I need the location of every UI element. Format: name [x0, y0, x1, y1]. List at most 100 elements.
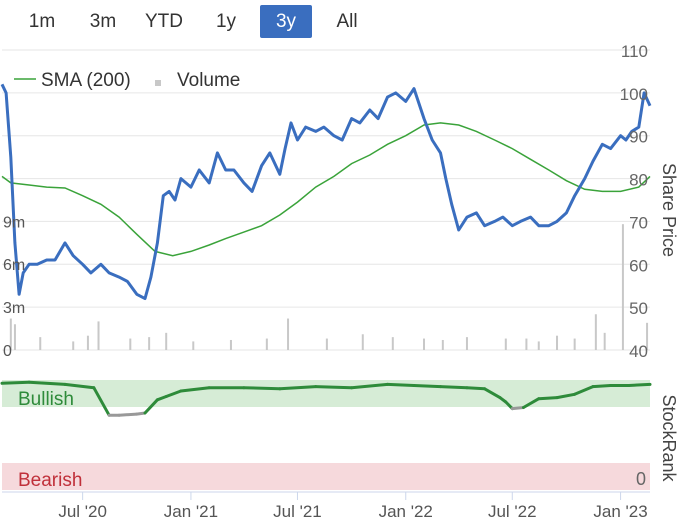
volume-bar [325, 338, 328, 350]
stockrank-segment [164, 389, 183, 398]
volume-bar [86, 335, 89, 350]
volume-bar [148, 337, 151, 350]
bearish-band [2, 463, 650, 490]
volume-legend-label[interactable]: Volume [177, 70, 240, 91]
price-tick-label: 40 [629, 342, 648, 361]
legend: SMA (200) Volume [14, 70, 240, 91]
stockrank-segment [537, 396, 559, 401]
volume-bar [265, 338, 268, 350]
stockrank-segment [314, 385, 354, 390]
stockrank-zero-tick: 0 [636, 469, 646, 489]
stockrank-segment [412, 384, 442, 389]
price-gridlines [2, 49, 650, 351]
bearish-label: Bearish [18, 470, 82, 491]
volume-bar [39, 337, 42, 350]
price-axis-title: Share Price [659, 163, 679, 257]
volume-bar [465, 337, 468, 350]
stockrank-segment [591, 384, 613, 389]
volume-tick-label: 0 [3, 343, 12, 360]
volume-bar [525, 338, 528, 350]
volume-tick-label: 6m [3, 257, 25, 274]
volume-bar [9, 318, 12, 350]
stockrank-line [0, 380, 652, 417]
volume-bar [391, 337, 394, 350]
volume-tick-label: 3m [3, 300, 25, 317]
stockrank-segment [179, 386, 211, 393]
price-tick-label: 50 [629, 299, 648, 318]
price-tick-label: 100 [620, 85, 648, 104]
volume-bar [13, 324, 16, 350]
volume-legend-swatch [155, 80, 161, 86]
stockrank-segment [555, 392, 577, 400]
stockrank-segment [155, 395, 168, 402]
stockrank-segment [0, 380, 31, 385]
stockrank-segment [386, 382, 416, 387]
volume-bar [441, 339, 444, 350]
share-price-line [0, 83, 652, 301]
stockrank-panel: Bullish Bearish 0 StockRank [0, 380, 679, 491]
volume-bar [129, 338, 132, 350]
bullish-label: Bullish [18, 389, 74, 410]
x-tick-label: Jan '22 [379, 502, 433, 520]
volume-bar [537, 341, 540, 350]
volume-bar [361, 334, 364, 350]
range-1m-button[interactable]: 1m [28, 11, 56, 32]
stockrank-segment [350, 382, 390, 390]
volume-bar [165, 332, 168, 350]
stockrank-segment [465, 386, 487, 391]
stockrank-segment [438, 385, 469, 390]
x-axis: Jul '20 Jan '21 Jul '21 Jan '22 Jul '22 Jan '… [2, 491, 650, 520]
stockrank-segment [92, 386, 111, 417]
stockrank-segment [63, 382, 96, 390]
stockrank-segment [573, 385, 595, 396]
sma-legend-label[interactable]: SMA (200) [41, 70, 131, 91]
stockrank-segment [242, 386, 282, 391]
volume-bar [504, 338, 507, 350]
volume-bar [621, 224, 624, 350]
stockrank-segment [278, 385, 318, 391]
volume-bar [229, 339, 232, 350]
volume-axis-ticks: 9m 6m 3m 0 [3, 214, 25, 360]
stockrank-segment [483, 387, 502, 400]
volume-bar [72, 341, 75, 350]
volume-bar [594, 314, 597, 350]
sma-200-line [1, 122, 651, 257]
x-tick-label: Jan '21 [164, 502, 218, 520]
volume-bar [287, 318, 290, 350]
volume-bar [97, 321, 100, 350]
price-tick-label: 80 [629, 171, 648, 190]
volume-bar [646, 322, 649, 350]
x-tick-label: Jul '20 [58, 502, 107, 520]
stockrank-segment [627, 382, 652, 387]
stockrank-segment [510, 406, 525, 411]
stockrank-segment [143, 398, 159, 415]
stockrank-segment [27, 380, 67, 386]
volume-bar [556, 335, 559, 350]
volume-bar [422, 338, 425, 350]
x-tick-label: Jul '21 [273, 502, 322, 520]
range-all-button[interactable]: All [336, 11, 358, 32]
stockrank-segment [521, 397, 541, 409]
bullish-band [2, 380, 650, 407]
volume-bar [192, 341, 195, 350]
x-tick-label: Jul '22 [488, 502, 537, 520]
volume-bars [9, 224, 649, 350]
price-tick-label: 110 [621, 42, 648, 61]
series-layer [0, 83, 652, 301]
stockrank-segment [117, 412, 139, 417]
stockrank-segment [504, 400, 514, 411]
price-axis-ticks: 110 100 90 80 70 60 50 40 [620, 42, 648, 361]
volume-bar [573, 338, 576, 350]
stockrank-axis-title: StockRank [659, 394, 679, 482]
range-1y-button[interactable]: 1y [215, 11, 237, 32]
range-ytd-button[interactable]: YTD [145, 11, 183, 32]
range-3m-button[interactable]: 3m [89, 11, 117, 32]
x-tick-label: Jan '23 [593, 502, 647, 520]
range-3y-button[interactable]: 3y [260, 5, 312, 38]
volume-bar [603, 332, 606, 350]
price-tick-label: 60 [629, 256, 648, 275]
price-tick-label: 70 [629, 213, 648, 232]
volume-tick-label: 9m [3, 214, 25, 231]
range-selector: 1m 3m YTD 1y 3y All [0, 2, 400, 42]
